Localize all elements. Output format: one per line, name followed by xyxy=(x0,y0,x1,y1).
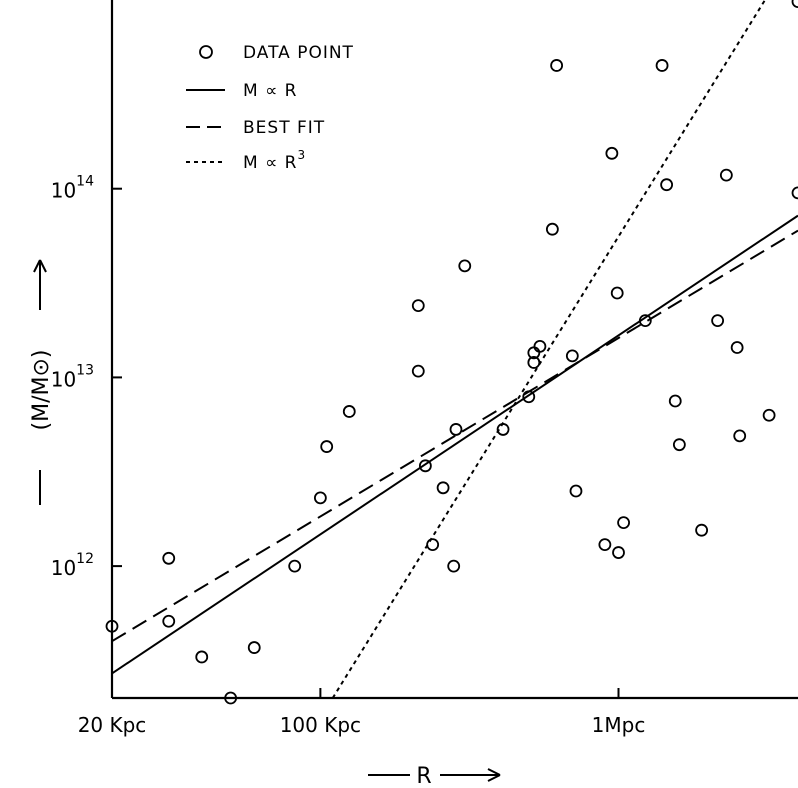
x-tick-label: 100 Kpc xyxy=(280,713,361,737)
data-point xyxy=(610,286,624,300)
data-point xyxy=(458,259,472,273)
data-point xyxy=(247,641,261,654)
data-point xyxy=(224,691,238,705)
data-point xyxy=(342,405,356,418)
y-arrowhead-icon xyxy=(33,259,47,273)
y-axis-title: (M/M⊙) xyxy=(29,350,54,431)
x-axis-ticks: 20 Kpc 100 Kpc 1Mpc xyxy=(78,688,646,737)
y-tick-label: 1014 xyxy=(51,174,94,203)
legend: DATA POINT M ∝ R BEST FIT M ∝ R3 xyxy=(186,43,354,173)
y-tick-label: 1013 xyxy=(51,362,94,391)
x-axis-title: R xyxy=(416,764,431,788)
axis-titles: R (M/M⊙) xyxy=(29,259,501,788)
data-point xyxy=(313,491,327,505)
data-point xyxy=(162,614,176,628)
data-point xyxy=(527,356,541,369)
data-point xyxy=(791,186,798,200)
data-point xyxy=(418,459,432,473)
data-point xyxy=(496,423,510,436)
data-point xyxy=(660,178,674,192)
data-points xyxy=(105,0,798,705)
data-point xyxy=(733,429,747,443)
data-point xyxy=(612,546,625,559)
data-point xyxy=(569,484,583,498)
data-point xyxy=(288,559,302,573)
line-m-prop-r xyxy=(111,214,798,675)
x-tick-label: 20 Kpc xyxy=(78,713,147,737)
legend-label: DATA POINT xyxy=(243,43,354,63)
data-point xyxy=(545,222,559,236)
data-point xyxy=(695,523,709,537)
line-m-prop-r3 xyxy=(331,0,766,699)
data-point xyxy=(565,349,579,363)
model-lines xyxy=(111,0,798,699)
plot-frame xyxy=(110,0,798,700)
y-tick-label: 1012 xyxy=(51,551,94,580)
legend-marker-circle xyxy=(199,45,213,59)
data-point xyxy=(791,0,798,9)
data-point xyxy=(668,394,682,408)
y-axis-title-group: (M/M⊙) xyxy=(29,259,54,505)
data-point xyxy=(426,538,440,552)
data-point xyxy=(533,339,547,353)
data-point xyxy=(638,314,652,327)
data-point xyxy=(436,481,450,495)
data-point xyxy=(162,551,176,565)
data-point xyxy=(550,59,564,72)
data-point xyxy=(449,423,463,436)
data-point xyxy=(605,146,619,160)
line-best-fit xyxy=(111,229,798,643)
data-point xyxy=(672,438,686,452)
data-point xyxy=(655,59,669,72)
data-point xyxy=(617,516,630,530)
data-point xyxy=(730,341,744,354)
data-point xyxy=(411,299,425,313)
data-point xyxy=(711,314,725,327)
data-point xyxy=(762,408,776,422)
x-tick-label: 1Mpc xyxy=(592,713,646,737)
data-point xyxy=(598,538,612,552)
x-arrowhead-icon xyxy=(487,768,501,782)
legend-label: M ∝ R xyxy=(243,81,297,101)
y-axis-ticks: 1012 1013 1014 xyxy=(51,174,122,580)
legend-label: BEST FIT xyxy=(243,118,325,138)
legend-label: M ∝ R3 xyxy=(243,148,306,173)
data-point xyxy=(105,619,119,633)
data-point xyxy=(522,390,536,404)
data-point xyxy=(447,559,461,573)
data-point xyxy=(411,364,425,378)
data-point xyxy=(320,440,334,453)
data-point xyxy=(195,650,209,664)
data-point xyxy=(719,168,733,182)
